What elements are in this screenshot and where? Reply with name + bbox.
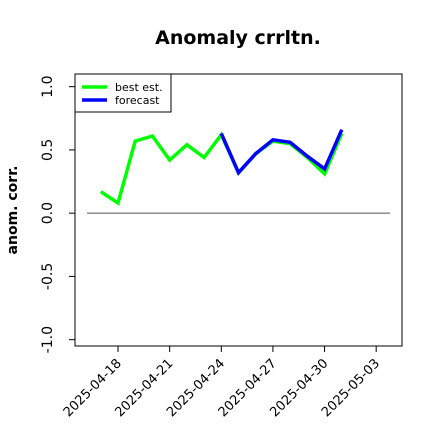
y-tick-label: 0.0 [40,202,56,224]
legend-label: best est. [115,81,163,94]
y-tick-label: 0.5 [40,139,56,161]
y-axis-label: anom. corr. [5,166,21,255]
legend: best est.forecast [74,73,172,113]
x-axis: 2025-04-182025-04-212025-04-242025-04-27… [61,346,383,420]
y-axis: -1.0 -0.5 0.0 0.5 1.0 [40,76,75,353]
y-tick-label: -1.0 [40,326,56,353]
series-line-forecast [219,128,344,176]
legend-label: forecast [115,94,160,107]
series-group [99,128,344,206]
chart-title: Anomaly crrltn. [155,27,321,49]
legend-box [74,73,172,113]
y-tick-label: 1.0 [40,76,56,98]
y-tick-label: -0.5 [40,263,56,290]
plot-frame [74,73,403,347]
series-line-best-est [99,131,344,206]
